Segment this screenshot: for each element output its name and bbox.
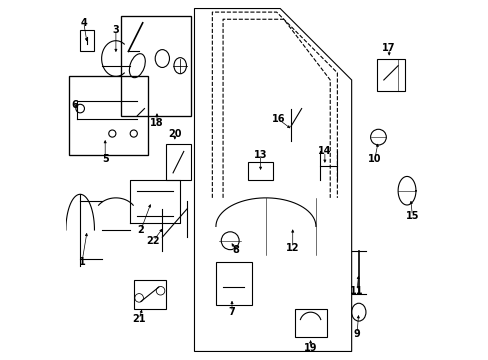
Text: 17: 17 xyxy=(382,43,395,53)
Text: 13: 13 xyxy=(253,150,267,160)
Text: 12: 12 xyxy=(285,243,299,253)
Text: 22: 22 xyxy=(146,236,160,246)
Text: 19: 19 xyxy=(303,343,317,353)
Text: 4: 4 xyxy=(80,18,87,28)
Text: 14: 14 xyxy=(318,147,331,157)
Text: 7: 7 xyxy=(228,307,235,317)
Text: 11: 11 xyxy=(349,286,363,296)
Text: 9: 9 xyxy=(353,329,360,339)
Text: 2: 2 xyxy=(137,225,144,235)
Text: 20: 20 xyxy=(168,129,181,139)
Text: 8: 8 xyxy=(232,245,239,255)
Text: 15: 15 xyxy=(405,211,418,221)
Text: 3: 3 xyxy=(112,25,119,35)
Text: 21: 21 xyxy=(132,314,145,324)
Text: 1: 1 xyxy=(79,257,85,267)
Text: 5: 5 xyxy=(102,154,108,163)
Text: 10: 10 xyxy=(367,154,381,163)
Text: 6: 6 xyxy=(71,100,78,110)
Text: 18: 18 xyxy=(150,118,163,128)
Text: 16: 16 xyxy=(271,114,285,124)
